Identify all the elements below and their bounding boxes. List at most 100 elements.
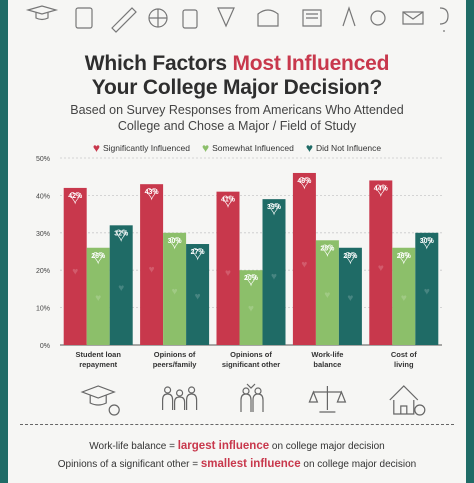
doodle-apple-icon — [370, 10, 386, 26]
house-icon — [389, 385, 426, 416]
heart-icon: ♥ — [146, 183, 157, 204]
heart-icon: ♥ — [70, 187, 81, 208]
chart-legend: ♥ Significantly Influenced ♥ Somewhat In… — [0, 140, 474, 156]
heart-icon: ♥ — [149, 265, 155, 276]
data-label: 44% — [374, 185, 389, 192]
heart-icon: ♥ — [72, 266, 78, 277]
x-tick-label: Cost of — [391, 350, 417, 359]
data-label: 28% — [320, 245, 335, 252]
x-tick-label: Opinions of — [154, 350, 196, 359]
heart-icon: ♥ — [225, 268, 231, 279]
x-tick-label: repayment — [79, 360, 117, 369]
data-label: 26% — [91, 253, 106, 260]
data-label: 41% — [221, 197, 236, 204]
bar — [369, 180, 393, 345]
heart-icon: ♥ — [424, 287, 430, 298]
graduation-cap-icon — [80, 385, 120, 416]
heart-icon: ♥ — [347, 293, 353, 304]
data-label: 46% — [297, 178, 312, 185]
data-label: 20% — [244, 275, 259, 282]
title-line-1: Which Factors Most Influenced — [84, 52, 390, 75]
doodle-backpack-icon — [257, 9, 279, 27]
bar — [63, 187, 87, 345]
subtitle-line-1: Based on Survey Responses from Americans… — [70, 103, 404, 117]
legend-item-somewhat: ♥ Somewhat Influenced — [201, 141, 294, 155]
title-highlight: Most Influenced — [232, 52, 390, 75]
doodle-pencil-icon — [111, 7, 137, 33]
data-label: 39% — [267, 204, 282, 211]
bar — [163, 232, 187, 345]
legend-item-significant: ♥ Significantly Influenced — [92, 141, 190, 155]
x-tick-label: Student loan — [75, 350, 121, 359]
heart-icon: ♥ — [375, 179, 386, 200]
data-label: 26% — [343, 253, 358, 260]
doodle-envelope-icon — [402, 11, 424, 25]
x-tick-label: Opinions of — [230, 350, 272, 359]
heart-icon: ♥ — [345, 247, 356, 268]
title-line-2: Your College Major Decision? — [91, 76, 383, 99]
doodle-flask-icon — [217, 7, 235, 28]
data-label: 30% — [168, 238, 183, 245]
bar — [239, 270, 263, 345]
x-tick-label: Work-life — [311, 350, 343, 359]
heart-icon: ♥ — [172, 287, 178, 298]
heart-icon: ♥ — [92, 141, 100, 155]
bar — [262, 199, 286, 345]
heart-icon: ♥ — [322, 239, 333, 260]
data-label: 43% — [145, 189, 160, 196]
data-label: 27% — [191, 249, 206, 256]
bar — [338, 247, 362, 345]
x-tick-label: balance — [313, 360, 341, 369]
x-tick-label: significant other — [222, 360, 280, 369]
heart-icon: ♥ — [248, 303, 254, 314]
heart-icon: ♥ — [192, 243, 203, 264]
heart-icon: ♥ — [378, 263, 384, 274]
heart-icon: ♥ — [398, 247, 409, 268]
heart-icon: ♥ — [118, 283, 124, 294]
x-tick-label: peers/family — [153, 360, 198, 369]
bar — [186, 244, 210, 345]
bar — [392, 247, 416, 345]
bar — [109, 225, 133, 345]
heart-icon: ♥ — [95, 293, 101, 304]
bar — [140, 184, 164, 345]
y-tick-label: 50% — [36, 156, 50, 163]
heart-icon: ♥ — [401, 293, 407, 304]
family-icon — [162, 386, 198, 410]
y-tick-label: 40% — [36, 193, 50, 200]
heart-icon: ♥ — [93, 247, 104, 268]
school-doodles-decoration — [25, 5, 449, 33]
heart-icon: ♥ — [222, 191, 233, 212]
y-tick-label: 10% — [36, 306, 50, 313]
couple-icon — [240, 383, 264, 412]
bar — [415, 232, 439, 345]
bar — [315, 240, 339, 345]
heart-icon: ♥ — [421, 232, 432, 253]
heart-icon: ♥ — [324, 290, 330, 301]
y-tick-label: 30% — [36, 231, 50, 238]
footer-emphasis-largest: largest influence — [177, 440, 270, 452]
doodle-cap-icon — [25, 5, 59, 21]
doodle-notebook-icon — [75, 7, 93, 29]
subtitle-line-2: College and Chose a Major / Field of Stu… — [117, 119, 357, 133]
heart-icon: ♥ — [271, 271, 277, 282]
footer-line-1: Work-life balance = largest influence on… — [89, 440, 385, 452]
x-tick-label: living — [394, 360, 414, 369]
doodle-compass-icon — [342, 6, 356, 27]
data-label: 26% — [397, 253, 412, 260]
doodle-question-icon — [439, 7, 449, 32]
bar — [86, 247, 110, 345]
y-tick-label: 20% — [36, 268, 50, 275]
heart-icon: ♥ — [299, 172, 310, 193]
heart-icon: ♥ — [268, 198, 279, 219]
data-label: 30% — [420, 238, 435, 245]
heart-icon: ♥ — [301, 260, 307, 271]
divider-line — [20, 424, 454, 425]
heart-icon: ♥ — [245, 269, 256, 290]
heart-icon: ♥ — [305, 141, 313, 155]
data-label: 32% — [114, 230, 129, 237]
footer-emphasis-smallest: smallest influence — [200, 458, 301, 470]
heart-icon: ♥ — [195, 292, 201, 303]
y-tick-label: 0% — [40, 343, 50, 350]
